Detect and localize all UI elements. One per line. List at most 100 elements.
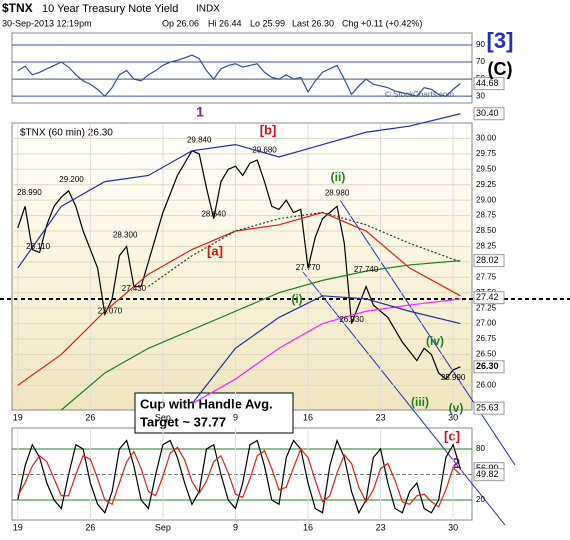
x-tick-label: 23 <box>376 522 386 532</box>
price-label: 26.930 <box>339 315 364 324</box>
x-tick-label: Sep <box>155 412 171 422</box>
value-tag-label: 30.40 <box>476 108 499 118</box>
wave-label: [c] <box>444 428 460 443</box>
price-label: 27.430 <box>122 284 147 293</box>
x-tick-label: 19 <box>13 522 23 532</box>
value-tag-label: 26.30 <box>476 361 499 371</box>
note-box <box>134 392 294 434</box>
series-line <box>148 211 461 288</box>
y-tick-label: 29.75 <box>476 149 497 158</box>
low: Lo 25.99 <box>250 18 285 28</box>
price-label: 29.840 <box>187 135 212 144</box>
x-tick-label: 9 <box>233 412 238 422</box>
series-line <box>17 446 461 508</box>
note: Cup with Handle Avg. <box>140 396 273 411</box>
value-tag <box>473 360 505 374</box>
y-tick-label: 26.00 <box>476 380 497 389</box>
value-tag <box>473 107 505 121</box>
price-label: 28.110 <box>26 242 50 251</box>
price-label: 28.300 <box>113 230 138 239</box>
change: Chg +0.11 (+0.42%) <box>342 18 422 28</box>
price-label: 28.990 <box>17 188 42 197</box>
series-line <box>191 298 461 405</box>
y-tick-label: 29.50 <box>476 164 497 173</box>
y-tick-label: 29.25 <box>476 180 497 189</box>
price-label: 27.070 <box>98 306 123 315</box>
legend: $TNX (60 min) 26.30 <box>20 128 113 139</box>
copyright: © StockCharts.com <box>385 90 454 99</box>
value-tag <box>473 254 505 268</box>
x-tick-label: 19 <box>13 412 23 422</box>
x-tick-label: 30 <box>448 412 458 422</box>
y-tick-label: 28.50 <box>476 226 497 235</box>
y-tick-label: 70 <box>476 57 485 66</box>
value-tag-label: 28.02 <box>476 255 499 265</box>
name: 10 Year Treasury Note Yield <box>42 3 178 15</box>
wave-label: 2 <box>452 455 460 472</box>
wave-label: (i) <box>291 292 302 306</box>
wave-label: (iv) <box>426 334 444 348</box>
trend-line <box>302 271 506 526</box>
x-tick-label: Sep <box>155 522 171 532</box>
wave-label: [a] <box>207 243 223 258</box>
price-panel <box>11 122 473 411</box>
open: Op 26.06 <box>162 18 199 28</box>
y-tick-label: 20 <box>476 495 485 504</box>
wave-label: (ii) <box>331 170 346 184</box>
symbol: $TNX <box>2 1 33 15</box>
x-tick-label: 23 <box>376 412 386 422</box>
value-tag-label: 49.82 <box>476 469 499 479</box>
series-line <box>17 150 461 381</box>
value-tag-label: 56.90 <box>476 463 499 473</box>
wave-label: (v) <box>449 401 464 415</box>
wave-label: [3] <box>487 28 514 53</box>
trend-line <box>339 199 516 466</box>
series-line <box>17 211 461 386</box>
price-label: 27.770 <box>296 263 321 272</box>
y-tick-label: 27.75 <box>476 272 497 281</box>
price-label: 28.640 <box>201 209 226 218</box>
value-tag <box>473 77 505 91</box>
y-tick-label: 26.75 <box>476 334 497 343</box>
x-tick-label: 30 <box>448 522 458 532</box>
series-line <box>60 260 461 411</box>
value-tag <box>473 468 505 482</box>
series-line <box>17 54 461 98</box>
x-tick-label: 16 <box>303 522 313 532</box>
x-tick-label: 9 <box>233 522 238 532</box>
series-line <box>191 295 461 405</box>
y-tick-label: 27.25 <box>476 303 497 312</box>
y-tick-label: 30 <box>476 91 485 100</box>
date: 30-Sep-2013 12:19pm <box>2 18 92 28</box>
wave-label: 1 <box>196 104 204 120</box>
y-tick-label: 90 <box>476 40 485 49</box>
y-tick-label: 80 <box>476 444 485 453</box>
price-label: 28.980 <box>325 188 350 197</box>
value-tag <box>473 401 505 415</box>
price-label: 27.740 <box>354 265 379 274</box>
x-tick-label: 26 <box>85 412 95 422</box>
value-tag <box>473 291 505 305</box>
price-label: 29.200 <box>59 175 84 184</box>
high: Hi 26.44 <box>208 18 242 28</box>
x-tick-label: 26 <box>85 522 95 532</box>
series-line <box>17 113 461 269</box>
wave-label: [b] <box>260 122 277 137</box>
y-tick-label: 27.00 <box>476 319 497 328</box>
value-tag-label: 25.63 <box>476 403 499 413</box>
note: Target ~ 37.77 <box>140 414 226 429</box>
value-tag-label: 44.68 <box>476 78 499 88</box>
y-tick-label: 26.50 <box>476 350 497 359</box>
wave-label: (iii) <box>411 395 429 409</box>
price-label: 29.680 <box>252 145 277 154</box>
y-tick-label: 28.25 <box>476 242 497 251</box>
stoch-panel <box>11 427 473 521</box>
price-label: 25.990 <box>441 373 466 382</box>
last: Last 26.30 <box>292 18 334 28</box>
wave-label: (C) <box>488 59 513 79</box>
x-tick-label: 16 <box>303 412 313 422</box>
y-tick-label: 30.00 <box>476 134 497 143</box>
y-tick-label: 28.75 <box>476 211 497 220</box>
value-tag-label: 27.42 <box>476 292 499 302</box>
